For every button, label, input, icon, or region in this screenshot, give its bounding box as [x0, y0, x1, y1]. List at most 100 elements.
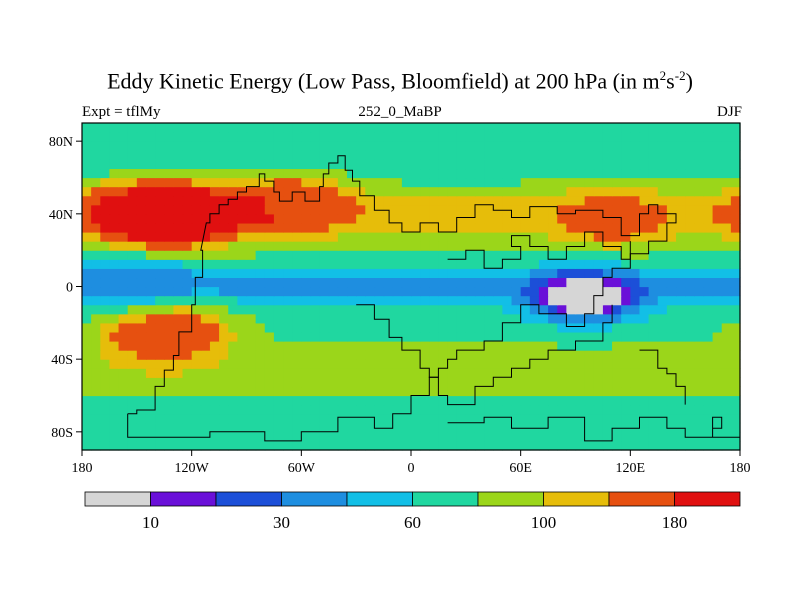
field-cell	[310, 186, 321, 197]
field-cell	[356, 386, 366, 397]
field-cell	[694, 195, 705, 206]
field-cell	[337, 250, 348, 260]
field-cell	[191, 341, 202, 351]
field-cell	[310, 377, 321, 388]
field-cell	[484, 268, 494, 279]
field-cell	[657, 359, 668, 369]
field-cell	[685, 141, 695, 151]
field-cell	[401, 295, 412, 306]
field-cell	[273, 241, 284, 251]
field-cell	[502, 395, 513, 406]
field-cell	[145, 132, 156, 142]
field-cell	[182, 141, 193, 151]
field-cell	[173, 277, 184, 288]
field-cell	[538, 159, 549, 170]
field-cell	[237, 431, 248, 442]
field-cell	[630, 331, 641, 342]
field-cell	[145, 395, 156, 406]
field-cell	[374, 268, 385, 279]
field-cell	[721, 250, 732, 260]
field-cell	[155, 159, 165, 170]
field-cell	[712, 386, 723, 397]
field-cell	[630, 241, 641, 251]
field-cell	[209, 431, 220, 442]
field-cell	[328, 132, 339, 142]
field-cell	[191, 413, 202, 424]
field-cell	[529, 331, 540, 342]
field-cell	[630, 222, 641, 233]
field-cell	[566, 277, 577, 288]
field-cell	[191, 377, 202, 388]
field-cell	[145, 168, 156, 179]
field-cell	[639, 232, 650, 242]
chart-title-end: )	[685, 68, 693, 94]
field-cell	[219, 213, 229, 224]
field-cell	[301, 377, 312, 388]
field-cell	[228, 259, 238, 269]
field-cell	[612, 304, 622, 315]
colorbar-label: 60	[404, 513, 421, 532]
field-cell	[392, 413, 403, 424]
colorbar-label: 30	[273, 513, 290, 532]
field-cell	[347, 286, 357, 297]
field-cell	[484, 186, 494, 197]
field-cell	[676, 313, 686, 324]
field-cell	[730, 123, 741, 133]
field-cell	[602, 359, 613, 369]
field-cell	[319, 150, 330, 160]
field-cell	[118, 150, 129, 160]
field-cell	[200, 168, 211, 179]
field-cell	[474, 186, 485, 197]
field-cell	[191, 168, 202, 179]
field-cell	[411, 422, 421, 433]
field-cell	[639, 440, 650, 451]
field-cell	[401, 431, 412, 442]
field-cell	[721, 159, 732, 170]
field-cell	[82, 359, 92, 369]
field-cell	[191, 350, 202, 360]
field-cell	[145, 195, 156, 206]
field-cell	[520, 213, 531, 224]
field-cell	[145, 186, 156, 197]
field-cell	[712, 395, 723, 406]
field-cell	[109, 177, 120, 188]
field-cell	[127, 177, 138, 188]
field-cell	[255, 295, 266, 306]
field-cell	[182, 331, 193, 342]
field-cell	[82, 395, 92, 406]
field-cell	[182, 322, 193, 333]
field-cell	[337, 168, 348, 179]
field-cell	[100, 250, 111, 260]
field-cell	[246, 259, 257, 269]
field-cell	[337, 322, 348, 333]
field-cell	[657, 322, 668, 333]
field-cell	[676, 331, 686, 342]
field-cell	[383, 123, 394, 133]
field-cell	[182, 241, 193, 251]
field-cell	[383, 213, 394, 224]
field-cell	[730, 331, 741, 342]
field-cell	[593, 268, 604, 279]
field-cell	[703, 422, 714, 433]
field-cell	[520, 222, 531, 233]
field-cell	[255, 204, 266, 215]
field-cell	[529, 213, 540, 224]
field-cell	[374, 186, 385, 197]
field-cell	[118, 222, 129, 233]
field-cell	[283, 250, 293, 260]
field-cell	[529, 250, 540, 260]
field-cell	[365, 377, 376, 388]
field-cell	[100, 422, 111, 433]
field-cell	[648, 232, 659, 242]
field-cell	[676, 241, 686, 251]
field-cell	[621, 295, 631, 306]
field-cell	[447, 232, 458, 242]
field-cell	[420, 404, 430, 415]
field-cell	[447, 204, 458, 215]
field-cell	[575, 177, 586, 188]
field-cell	[136, 222, 147, 233]
field-cell	[621, 177, 631, 188]
field-cell	[630, 368, 641, 378]
field-cell	[429, 141, 440, 151]
field-cell	[712, 259, 723, 269]
